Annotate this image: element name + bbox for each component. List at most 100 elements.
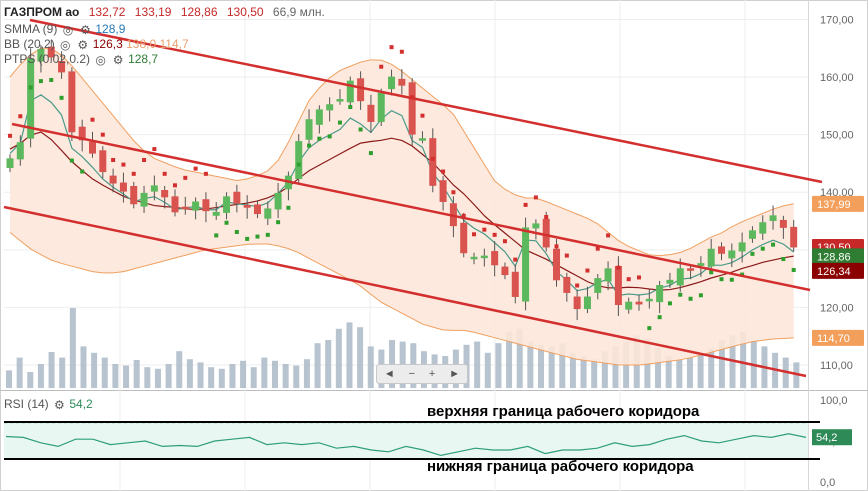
parabolic-sar-dot [750,251,755,256]
candle-body [573,296,581,310]
candle-body [161,190,169,198]
candle-body [119,182,127,192]
candle-body [728,250,736,259]
parabolic-sar-dot [441,169,446,174]
gear-icon[interactable]: ⚙ [112,53,124,67]
parabolic-sar-dot [678,292,683,297]
indicator-ptps[interactable]: PTPS (0.02,0.2) ◎ ⚙ 128,7 [4,52,158,67]
candle-body [583,296,591,310]
rsi-value: 54,2 [69,397,93,411]
volume-bar [59,357,66,388]
lower-trend-line [3,205,807,378]
parabolic-sar-dot [637,275,642,280]
parabolic-sar-dot [626,277,631,282]
candle-body [470,256,478,260]
parabolic-sar-dot [28,85,33,90]
volume-bar [718,340,725,388]
candle-body [140,192,148,207]
volume-bar [303,359,310,388]
parabolic-sar-dot [121,162,126,167]
volume-bar [37,364,44,388]
zoom-out-button[interactable]: − [408,368,416,380]
parabolic-sar-dot [162,171,167,176]
candle-body [202,199,210,212]
volume-bar [697,354,704,388]
eye-icon[interactable]: ◎ [95,53,106,67]
candle-body [563,276,571,293]
volume-bar [133,360,140,388]
candle-body [171,196,179,213]
volume-bar [240,360,247,388]
candle-body [37,48,45,62]
parabolic-sar-dot [142,158,147,162]
candle-body [429,138,437,186]
bollinger-lower-line [9,232,794,366]
candle-body [491,251,499,266]
eye-icon[interactable]: ◎ [60,38,71,52]
volume-bar [665,356,672,388]
candle-body [759,222,767,234]
volume-bar [272,360,278,388]
volume-bar [48,352,55,388]
gear-icon[interactable]: ⚙ [80,23,91,37]
candle-body [274,192,282,210]
candle-body [326,104,334,111]
parabolic-sar-dot [451,190,456,195]
ohlc-close: 130,50 [226,5,264,19]
indicator-smma[interactable]: SMMA (9) ◎ ⚙ 128,9 [4,22,125,37]
price-tick-label: 110,00 [820,360,853,372]
candle-body [58,61,66,73]
price-tick-label: 170,00 [820,15,854,27]
candle-body [264,208,272,219]
volume-bar [123,365,130,388]
candle-body [150,185,158,192]
candle-body [130,185,138,205]
candle-body [439,180,447,202]
parabolic-sar-dot [564,253,569,258]
zoom-in-button[interactable]: + [428,368,436,380]
candle-body [315,109,323,125]
parabolic-sar-dot [379,64,384,69]
volume-bar [325,340,332,388]
rsi-legend[interactable]: RSI (14) ⚙ 54,2 [4,397,93,412]
candle-body [377,92,385,122]
indicator-bb-value: 126,3 [92,37,123,51]
candle-body [656,285,664,303]
indicator-bb[interactable]: BB (20,2) ◎ ⚙ 126,3 138,0 114,7 [4,37,189,52]
price-tick-label: 120,00 [820,302,854,314]
volume-bar [538,344,544,388]
parabolic-sar-dot [286,205,291,210]
gear-icon[interactable]: ⚙ [77,38,89,52]
candle-body [295,141,303,179]
volume-bar [208,367,215,388]
parabolic-sar-dot [49,77,54,82]
parabolic-sar-dot [729,277,734,282]
volume-bar [527,341,534,388]
candle-body [16,142,24,160]
scroll-right-button[interactable]: ► [449,368,461,380]
candle-body [645,298,653,302]
parabolic-sar-dot [389,45,394,50]
eye-icon[interactable]: ◎ [62,23,74,37]
candle-body [109,175,117,184]
scroll-left-button[interactable]: ◄ [383,368,395,380]
volume-bar [740,332,747,388]
gear-icon[interactable]: ⚙ [54,398,65,412]
candle-body [594,278,602,293]
parabolic-sar-dot [90,117,95,122]
parabolic-sar-dot [265,232,270,237]
volume-bar [346,322,353,388]
price-badge-label: 114,70 [817,333,850,345]
volume-bar [655,348,662,388]
parabolic-sar-dot [482,227,487,232]
indicator-bb-upper: 138,0 [126,37,157,51]
parabolic-sar-dot [317,136,322,141]
chart-navigator[interactable]: ◄ − + ► [376,364,468,384]
candle-body [738,242,746,252]
rsi-band [4,423,808,459]
parabolic-sar-dot [203,171,208,176]
parabolic-sar-dot [472,232,477,237]
volume-bar [101,357,108,388]
